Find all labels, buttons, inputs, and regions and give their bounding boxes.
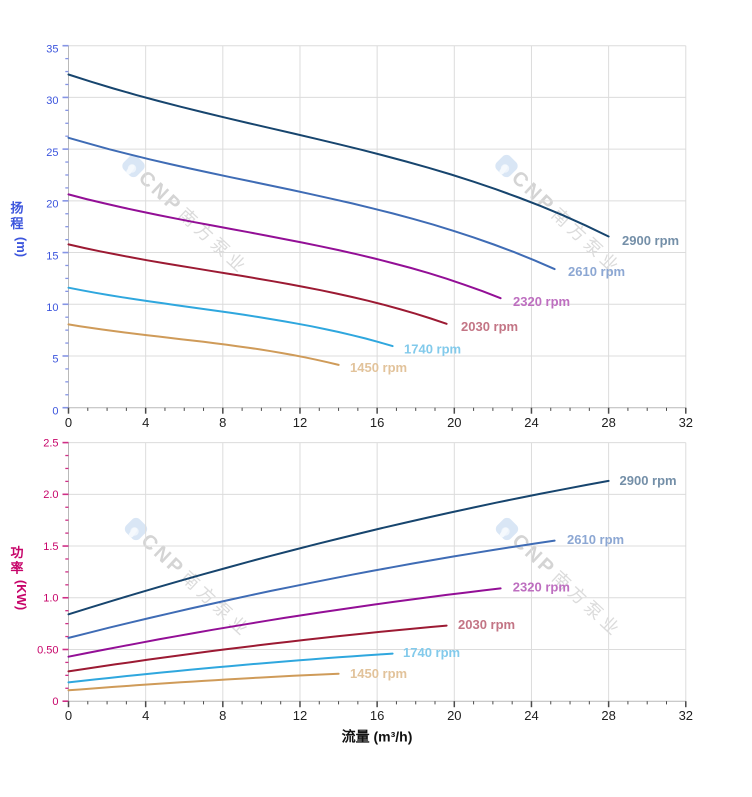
svg-text:1.0: 1.0 [43, 593, 58, 605]
svg-text:28: 28 [601, 415, 615, 430]
svg-text:率: 率 [10, 561, 23, 576]
svg-text:35: 35 [46, 43, 58, 55]
svg-text:2900 rpm: 2900 rpm [620, 473, 677, 488]
svg-text:16: 16 [370, 415, 384, 430]
svg-text:12: 12 [293, 415, 307, 430]
svg-text:20: 20 [46, 199, 58, 211]
svg-text:(m): (m) [14, 237, 29, 257]
svg-text:扬: 扬 [10, 201, 23, 216]
svg-text:1740 rpm: 1740 rpm [404, 341, 461, 356]
svg-text:流量 (m³/h): 流量 (m³/h) [342, 729, 413, 745]
svg-text:功: 功 [10, 545, 23, 560]
svg-text:2610 rpm: 2610 rpm [568, 264, 625, 279]
svg-text:2.5: 2.5 [43, 437, 58, 449]
svg-text:2030 rpm: 2030 rpm [458, 617, 515, 632]
svg-text:1740 rpm: 1740 rpm [403, 645, 460, 660]
svg-text:32: 32 [679, 415, 693, 430]
svg-text:32: 32 [679, 708, 693, 723]
svg-text:0: 0 [65, 415, 72, 430]
svg-text:2610 rpm: 2610 rpm [567, 532, 624, 547]
svg-text:12: 12 [293, 708, 307, 723]
svg-text:28: 28 [601, 708, 615, 723]
svg-text:2.0: 2.0 [43, 489, 58, 501]
svg-text:4: 4 [142, 708, 149, 723]
svg-text:2320 rpm: 2320 rpm [513, 294, 570, 309]
svg-text:程: 程 [10, 216, 23, 231]
svg-text:(KW): (KW) [14, 580, 29, 610]
svg-text:1.5: 1.5 [43, 541, 58, 553]
svg-text:2320 rpm: 2320 rpm [513, 579, 570, 594]
svg-text:8: 8 [219, 708, 226, 723]
svg-text:16: 16 [370, 708, 384, 723]
svg-text:20: 20 [447, 415, 461, 430]
svg-text:0: 0 [52, 405, 58, 417]
svg-text:25: 25 [46, 147, 58, 159]
svg-text:8: 8 [219, 415, 226, 430]
svg-text:4: 4 [142, 415, 149, 430]
svg-text:10: 10 [46, 302, 58, 314]
svg-text:0: 0 [52, 696, 58, 708]
svg-text:24: 24 [524, 415, 538, 430]
svg-text:0.50: 0.50 [37, 644, 58, 656]
svg-text:1450 rpm: 1450 rpm [350, 360, 407, 375]
svg-text:2030 rpm: 2030 rpm [461, 319, 518, 334]
svg-text:30: 30 [46, 95, 58, 107]
svg-text:24: 24 [524, 708, 538, 723]
svg-text:15: 15 [46, 250, 58, 262]
svg-text:5: 5 [52, 354, 58, 366]
svg-text:0: 0 [65, 708, 72, 723]
svg-text:1450 rpm: 1450 rpm [350, 666, 407, 681]
svg-text:2900 rpm: 2900 rpm [622, 233, 679, 248]
svg-text:20: 20 [447, 708, 461, 723]
